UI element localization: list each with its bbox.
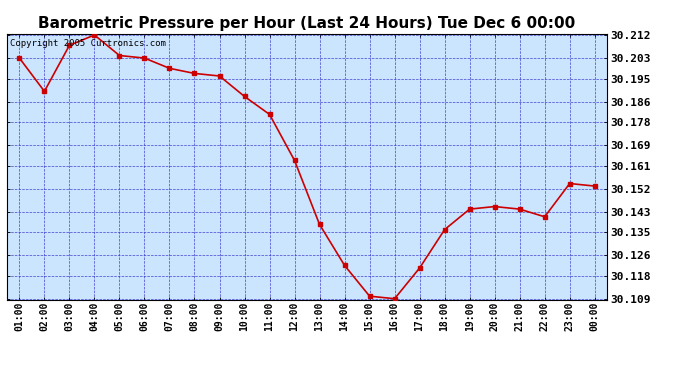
Text: Copyright 2005 Curtronics.com: Copyright 2005 Curtronics.com	[10, 39, 166, 48]
Title: Barometric Pressure per Hour (Last 24 Hours) Tue Dec 6 00:00: Barometric Pressure per Hour (Last 24 Ho…	[39, 16, 575, 31]
